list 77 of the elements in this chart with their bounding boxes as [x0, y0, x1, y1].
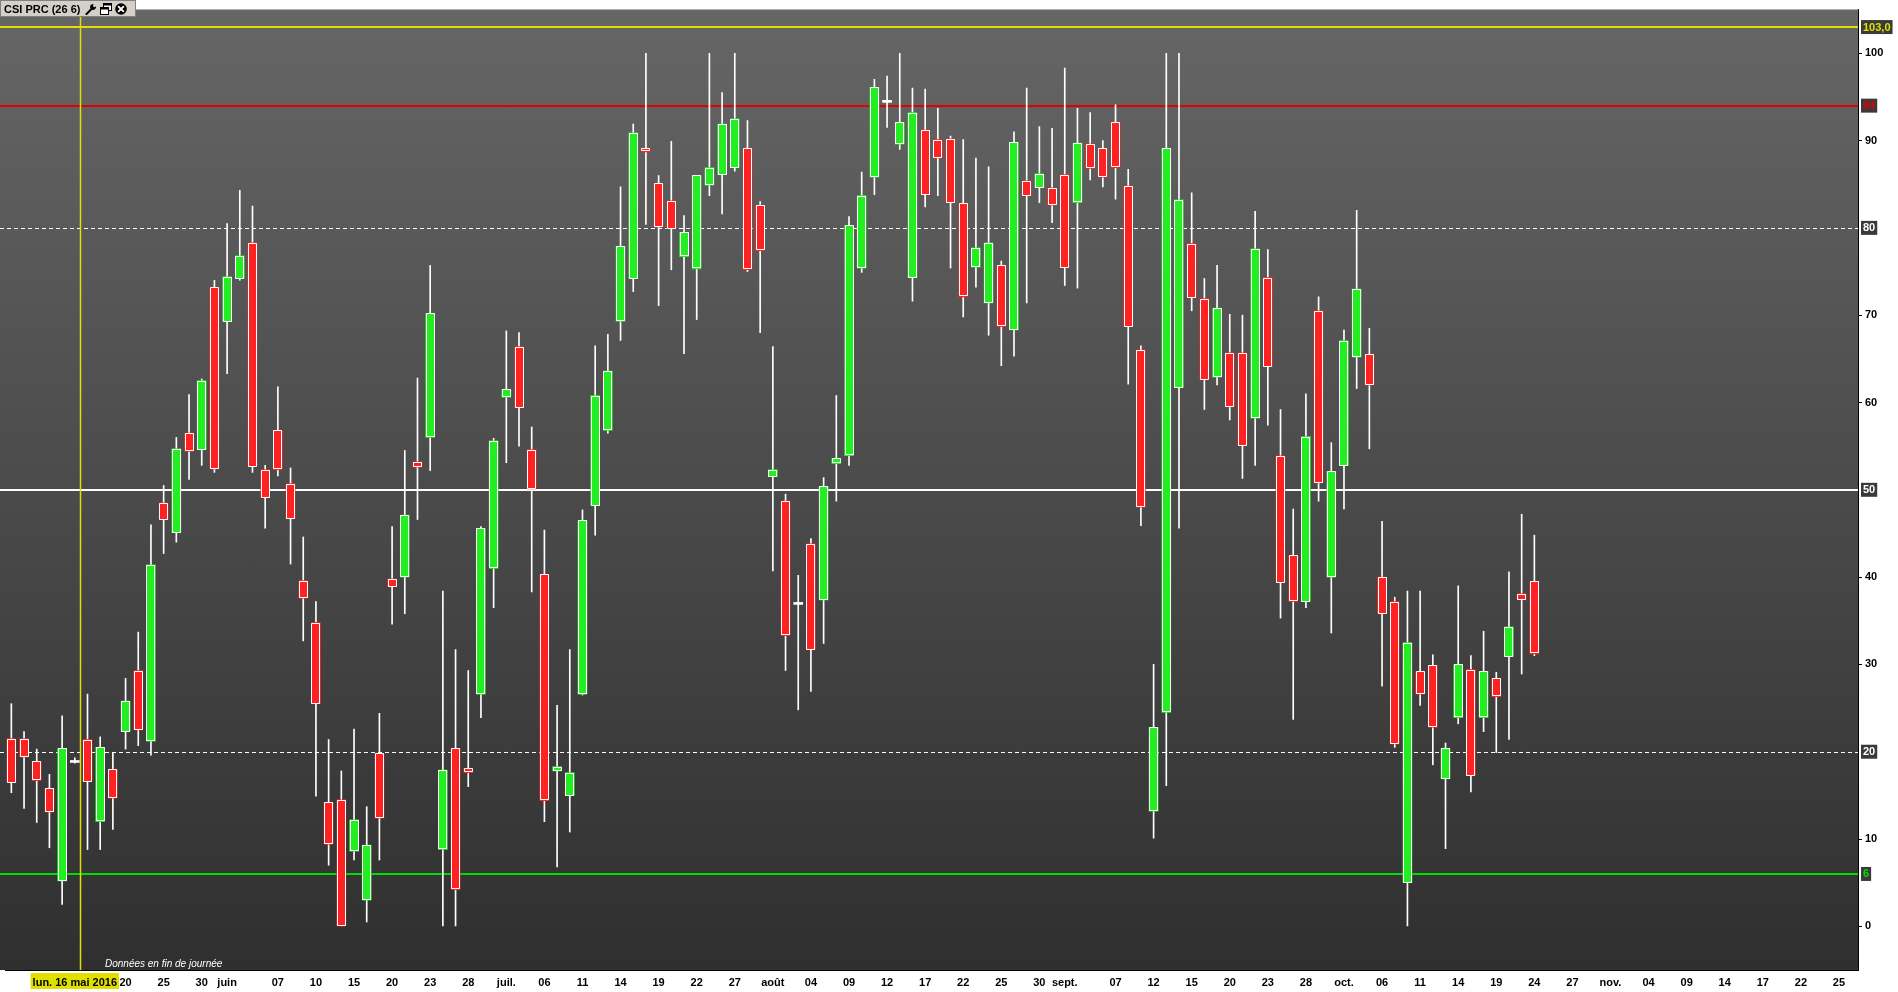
x-tick-label: oct.	[1334, 975, 1354, 988]
ref-line-label: 20	[1863, 745, 1876, 758]
x-tick-label: 24	[1528, 975, 1542, 988]
candlestick	[501, 330, 512, 464]
y-tick-label: 60	[1865, 395, 1878, 408]
x-tick-label: 20	[385, 975, 399, 988]
x-tick-label: 22	[690, 975, 703, 988]
chart-title: CSI PRC (26 6)	[4, 2, 81, 15]
x-tick-label: 06	[1375, 975, 1389, 988]
x-tick-label: nov.	[1599, 975, 1622, 988]
candlestick	[933, 107, 943, 196]
x-tick-label: 27	[728, 975, 741, 988]
candlestick	[1377, 520, 1387, 687]
candlestick	[882, 75, 892, 128]
ref-line-label: 80	[1863, 221, 1876, 234]
candlestick	[641, 52, 651, 225]
y-tick-label: 90	[1865, 133, 1878, 146]
y-tick-label: 100	[1865, 46, 1884, 59]
x-tick-label: 12	[880, 975, 894, 988]
candlestick	[184, 394, 194, 480]
x-tick-label: 06	[538, 975, 551, 988]
x-tick-label: 14	[1718, 975, 1732, 988]
x-tick-label: 15	[1185, 975, 1198, 988]
candlestick	[793, 575, 804, 711]
candlestick	[1288, 508, 1299, 720]
x-tick-label: 09	[1680, 975, 1693, 988]
x-tick-label: 04	[804, 975, 818, 988]
candlestick	[1047, 128, 1057, 223]
x-tick-label: 19	[1490, 975, 1503, 988]
ref-line-label: 94	[1863, 99, 1877, 112]
x-tick-label: 12	[1147, 975, 1160, 988]
x-tick-label: 28	[1299, 975, 1313, 988]
x-tick-label: 15	[347, 975, 361, 988]
x-tick-label: 25	[157, 975, 170, 988]
x-tick-label: 30	[1033, 975, 1046, 988]
x-tick-label: 07	[271, 975, 284, 988]
y-tick-label: 70	[1865, 308, 1878, 321]
x-tick-label: 30	[195, 975, 208, 988]
x-tick-label: 22	[1794, 975, 1808, 988]
x-tick-label: sept.	[1051, 975, 1078, 988]
candlestick	[387, 526, 397, 625]
x-tick-label: 09	[842, 975, 856, 988]
candlestick	[298, 536, 309, 642]
annotation: Données en fin de journée	[105, 958, 223, 969]
candlestick	[1504, 571, 1514, 740]
x-tick-label: 11	[1414, 975, 1426, 988]
x-tick-label: 11	[576, 975, 589, 988]
x-tick-label: 14	[1452, 975, 1466, 988]
y-tick-label: 30	[1865, 657, 1878, 670]
x-tick-label: 20	[119, 975, 132, 988]
x-tick-label: 04	[1642, 975, 1656, 988]
x-tick-label: 27	[1566, 975, 1579, 988]
x-tick-label: 28	[462, 975, 475, 988]
y-tick-label: 40	[1865, 570, 1878, 583]
x-tick-label: 25	[1832, 975, 1846, 988]
x-tick-label: 07	[1109, 975, 1122, 988]
x-tick-label: 23	[1261, 975, 1274, 988]
candlestick	[1415, 590, 1425, 706]
x-tick-label: 20	[1223, 975, 1236, 988]
x-tick-label: 17	[919, 975, 932, 988]
x-tick-label: juin	[216, 975, 238, 988]
x-tick-label: 17	[1756, 975, 1769, 988]
candlestick	[894, 52, 905, 150]
x-tick-label: lun. 16 mai 2016	[32, 975, 117, 988]
y-tick-label: 0	[1865, 919, 1872, 932]
x-tick-label: 25	[995, 975, 1008, 988]
x-tick-label: 10	[309, 975, 323, 988]
x-tick-label: 14	[614, 975, 628, 988]
ref-line-label: 50	[1863, 483, 1876, 496]
x-tick-label: juil.	[495, 975, 516, 988]
y-tick-label: 10	[1865, 832, 1878, 845]
ref-line-label: 6	[1863, 867, 1870, 880]
ref-line-label: 103,0	[1863, 20, 1891, 33]
x-tick-label: 23	[424, 975, 437, 988]
x-tick-label: 19	[652, 975, 665, 988]
x-tick-label: août	[761, 975, 785, 988]
x-tick-label: 22	[957, 975, 970, 988]
